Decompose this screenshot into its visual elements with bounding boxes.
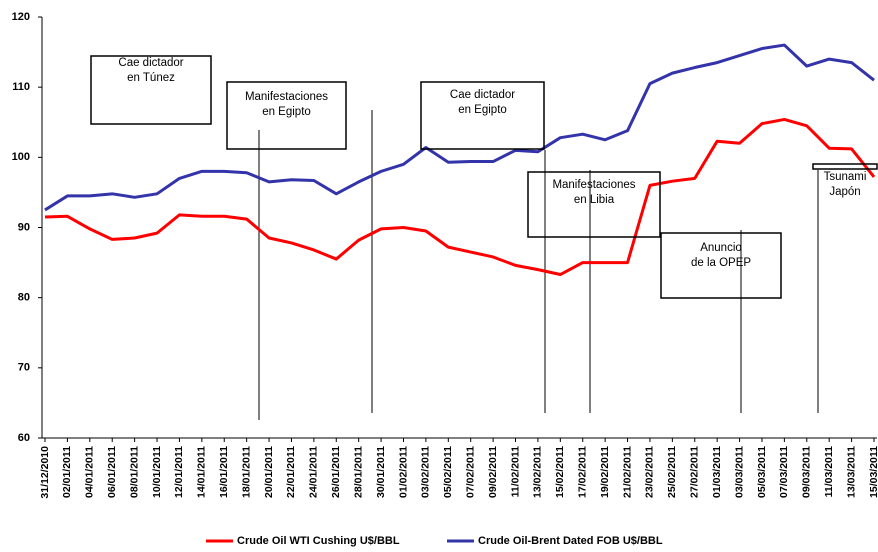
x-tick-label: 22/01/2011: [285, 446, 297, 498]
annotation-box: [812, 163, 878, 170]
x-tick-label: 05/03/2011: [756, 446, 768, 498]
y-tick-label: 110: [12, 81, 30, 93]
x-tick-label: 14/01/2011: [196, 446, 208, 498]
x-tick-label: 09/03/2011: [801, 446, 813, 498]
x-tick-label: 18/01/2011: [240, 446, 252, 498]
x-tick-label: 01/03/2011: [711, 446, 723, 498]
x-tick-label: 11/02/2011: [509, 446, 521, 498]
y-tick-label: 70: [18, 362, 30, 374]
annotation-text: de la OPEP: [691, 257, 751, 269]
annotation-text: Tsunami: [824, 171, 867, 183]
x-tick-label: 16/01/2011: [218, 446, 230, 498]
legend-label: Crude Oil WTI Cushing U$/BBL: [237, 535, 400, 547]
x-tick-label: 06/01/2011: [106, 446, 118, 498]
x-tick-label: 30/01/2011: [375, 446, 387, 498]
annotation-text: Cae dictador: [118, 57, 183, 69]
x-tick-label: 31/12/2010: [39, 446, 51, 499]
x-tick-label: 07/03/2011: [778, 446, 790, 498]
x-tick-label: 15/03/2011: [868, 446, 878, 498]
x-tick-label: 13/02/2011: [532, 446, 544, 498]
annotation-text: Manifestaciones: [552, 179, 635, 191]
annotation-text: en Egipto: [458, 104, 507, 116]
y-tick-label: 120: [12, 11, 30, 23]
x-tick-label: 12/01/2011: [173, 446, 185, 498]
x-tick-label: 21/02/2011: [621, 446, 633, 498]
x-tick-label: 08/01/2011: [128, 446, 140, 498]
x-tick-label: 05/02/2011: [442, 446, 454, 498]
x-tick-label: 09/02/2011: [487, 446, 499, 498]
legend-label: Crude Oil-Brent Dated FOB U$/BBL: [478, 535, 663, 547]
x-tick-label: 03/02/2011: [420, 446, 432, 498]
annotation-box: [226, 81, 347, 150]
annotation-text: Anuncio: [700, 242, 742, 254]
annotation-box: [90, 55, 212, 125]
annotation-box: [527, 171, 661, 238]
annotation-text: en Túnez: [127, 72, 175, 84]
x-tick-label: 27/02/2011: [689, 446, 701, 498]
annotation-text: Manifestaciones: [245, 91, 328, 103]
x-tick-label: 15/02/2011: [554, 446, 566, 498]
annotations: Cae dictador en Túnez Manifestaciones en Eg…: [90, 55, 878, 299]
x-tick-label: 23/02/2011: [644, 446, 656, 498]
x-tick-label: 24/01/2011: [308, 446, 320, 498]
series-line: [44, 43, 875, 212]
x-tick-label: 02/01/2011: [61, 446, 73, 498]
y-tick-label: 80: [18, 292, 30, 304]
x-tick-label: 04/01/2011: [84, 446, 96, 498]
x-tick-label: 25/02/2011: [666, 446, 678, 498]
x-tick-label: 28/01/2011: [352, 446, 364, 498]
x-tick-label: 03/03/2011: [733, 446, 745, 498]
annotation-box: [420, 81, 545, 150]
x-tick-label: 07/02/2011: [464, 446, 476, 498]
x-tick-label: 19/02/2011: [599, 446, 611, 498]
annotation-text: Japón: [829, 186, 860, 198]
y-tick-label: 100: [12, 151, 30, 163]
annotation-text: en Egipto: [262, 106, 311, 118]
x-tick-label: 17/02/2011: [577, 446, 589, 498]
annotation-text: en Libia: [574, 194, 615, 206]
event-lines: [258, 110, 819, 420]
x-tick-label: 11/03/2011: [823, 446, 835, 498]
x-tick-label: 13/03/2011: [845, 446, 857, 498]
annotation-text: Cae dictador: [450, 89, 515, 101]
annotation-box: [660, 232, 782, 299]
series-line: [44, 117, 876, 277]
y-tick-label: 90: [18, 221, 30, 233]
y-tick-label: 60: [18, 432, 30, 444]
x-tick-label: 26/01/2011: [330, 446, 342, 498]
x-tick-label: 10/01/2011: [151, 446, 163, 498]
x-tick-label: 20/01/2011: [263, 446, 275, 498]
x-tick-label: 01/02/2011: [397, 446, 409, 498]
